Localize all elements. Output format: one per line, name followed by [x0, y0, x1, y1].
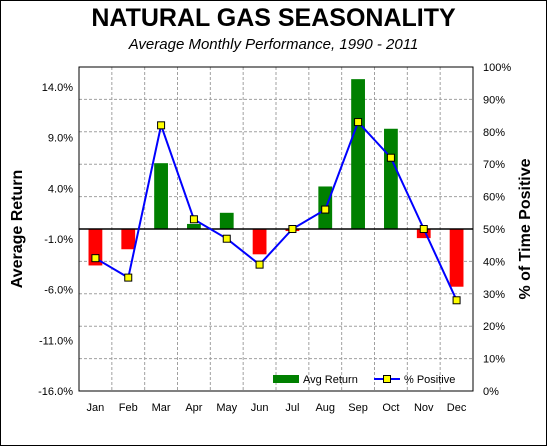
y2-tick-label: 70% — [483, 159, 505, 171]
x-tick-label: Jun — [251, 402, 269, 414]
marker-jun — [255, 260, 264, 269]
x-tick-label: Jul — [285, 402, 299, 414]
y-tick-label: 14.0% — [42, 82, 73, 94]
marker-apr — [189, 215, 198, 224]
x-tick-label: Feb — [119, 402, 138, 414]
marker-oct — [386, 153, 395, 162]
bar-may — [219, 212, 234, 229]
bar-dec — [449, 229, 464, 287]
y2-axis-title: % of Time Positive — [517, 158, 534, 299]
x-tick-label: Dec — [447, 402, 467, 414]
bar-jun — [252, 229, 267, 255]
x-tick-label: Apr — [185, 402, 202, 414]
y2-tick-label: 50% — [483, 224, 505, 236]
marker-feb — [124, 273, 133, 282]
y-tick-label: 4.0% — [48, 183, 73, 195]
plot-border — [78, 66, 474, 392]
x-tick-label: Mar — [152, 402, 171, 414]
marker-jul — [288, 225, 297, 233]
x-tick-label: Sep — [348, 402, 368, 414]
y-tick-label: -6.0% — [44, 285, 73, 297]
marker-nov — [419, 225, 428, 233]
marker-sep — [354, 118, 363, 127]
y-axis-title: Average Return — [9, 170, 26, 289]
y-tick-label: -11.0% — [39, 335, 73, 347]
chart-title: NATURAL GAS SEASONALITY — [91, 4, 456, 32]
x-tick-label: Oct — [382, 402, 399, 414]
x-tick-label: Aug — [315, 402, 335, 414]
y2-tick-label: 90% — [483, 94, 505, 106]
y-tick-label: -16.0% — [38, 386, 73, 398]
y2-tick-label: 10% — [483, 354, 505, 366]
marker-dec — [452, 296, 461, 305]
y2-tick-label: 60% — [483, 192, 505, 204]
marker-may — [222, 234, 231, 243]
marker-jan — [91, 254, 100, 263]
marker-aug — [321, 205, 330, 214]
y2-tick-label: 0% — [483, 386, 499, 398]
y2-tick-label: 40% — [483, 256, 505, 268]
x-tick-label: Jan — [87, 402, 105, 414]
chart-subtitle: Average Monthly Performance, 1990 - 2011 — [128, 36, 419, 53]
y-tick-label: 9.0% — [48, 133, 73, 145]
legend-label-avg-return: Avg Return — [303, 374, 358, 386]
bar-sep — [351, 79, 365, 230]
y2-tick-label: 30% — [483, 289, 505, 301]
legend-bar-swatch — [273, 375, 299, 383]
legend-marker-swatch — [383, 375, 391, 383]
bar-oct — [384, 128, 398, 229]
x-tick-label: Nov — [414, 402, 434, 414]
legend-label-pct-positive: % Positive — [404, 374, 455, 386]
pct-positive-line — [94, 120, 458, 301]
bar-mar — [154, 163, 168, 229]
y2-tick-label: 20% — [483, 321, 505, 333]
y2-tick-label: 80% — [483, 127, 505, 139]
x-tick-label: May — [216, 402, 237, 414]
marker-mar — [157, 121, 166, 130]
y-tick-label: -1.0% — [44, 234, 73, 246]
bar-apr — [187, 223, 201, 229]
y2-tick-label: 100% — [483, 62, 511, 74]
bar-nov — [416, 229, 431, 239]
bar-feb — [121, 229, 136, 250]
